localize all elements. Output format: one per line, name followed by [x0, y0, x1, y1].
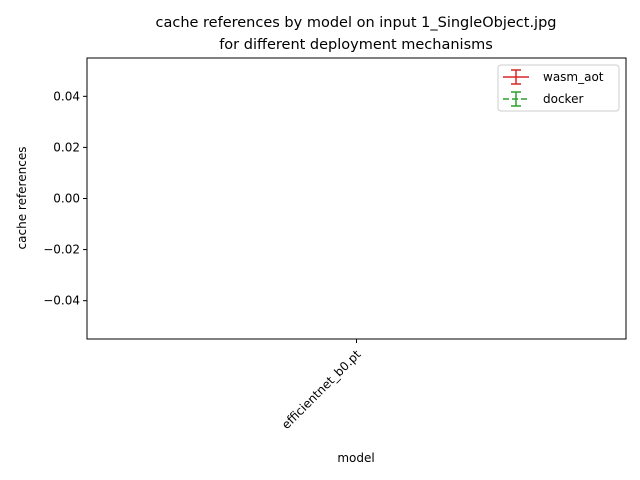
legend-label-wasm_aot: wasm_aot: [543, 70, 604, 84]
y-tick-label: 0.00: [53, 192, 80, 206]
x-axis: efficientnet_b0.pt: [279, 339, 364, 432]
y-tick-label: −0.02: [43, 243, 80, 257]
x-axis-label: model: [337, 451, 374, 465]
legend-item-docker: docker: [503, 91, 583, 107]
y-tick-label: 0.02: [53, 140, 80, 154]
y-axis: 0.04 0.02 0.00 −0.02 −0.04: [43, 89, 87, 308]
y-tick-label: −0.04: [43, 294, 80, 308]
legend-item-wasm_aot: wasm_aot: [503, 69, 604, 85]
chart-title-line1: cache references by model on input 1_Sin…: [155, 15, 556, 31]
y-axis-label: cache references: [15, 147, 29, 250]
y-tick-label: 0.04: [53, 89, 80, 103]
chart-title-line2: for different deployment mechanisms: [219, 37, 493, 53]
x-tick-label: efficientnet_b0.pt: [279, 347, 364, 432]
legend-label-docker: docker: [543, 92, 583, 106]
